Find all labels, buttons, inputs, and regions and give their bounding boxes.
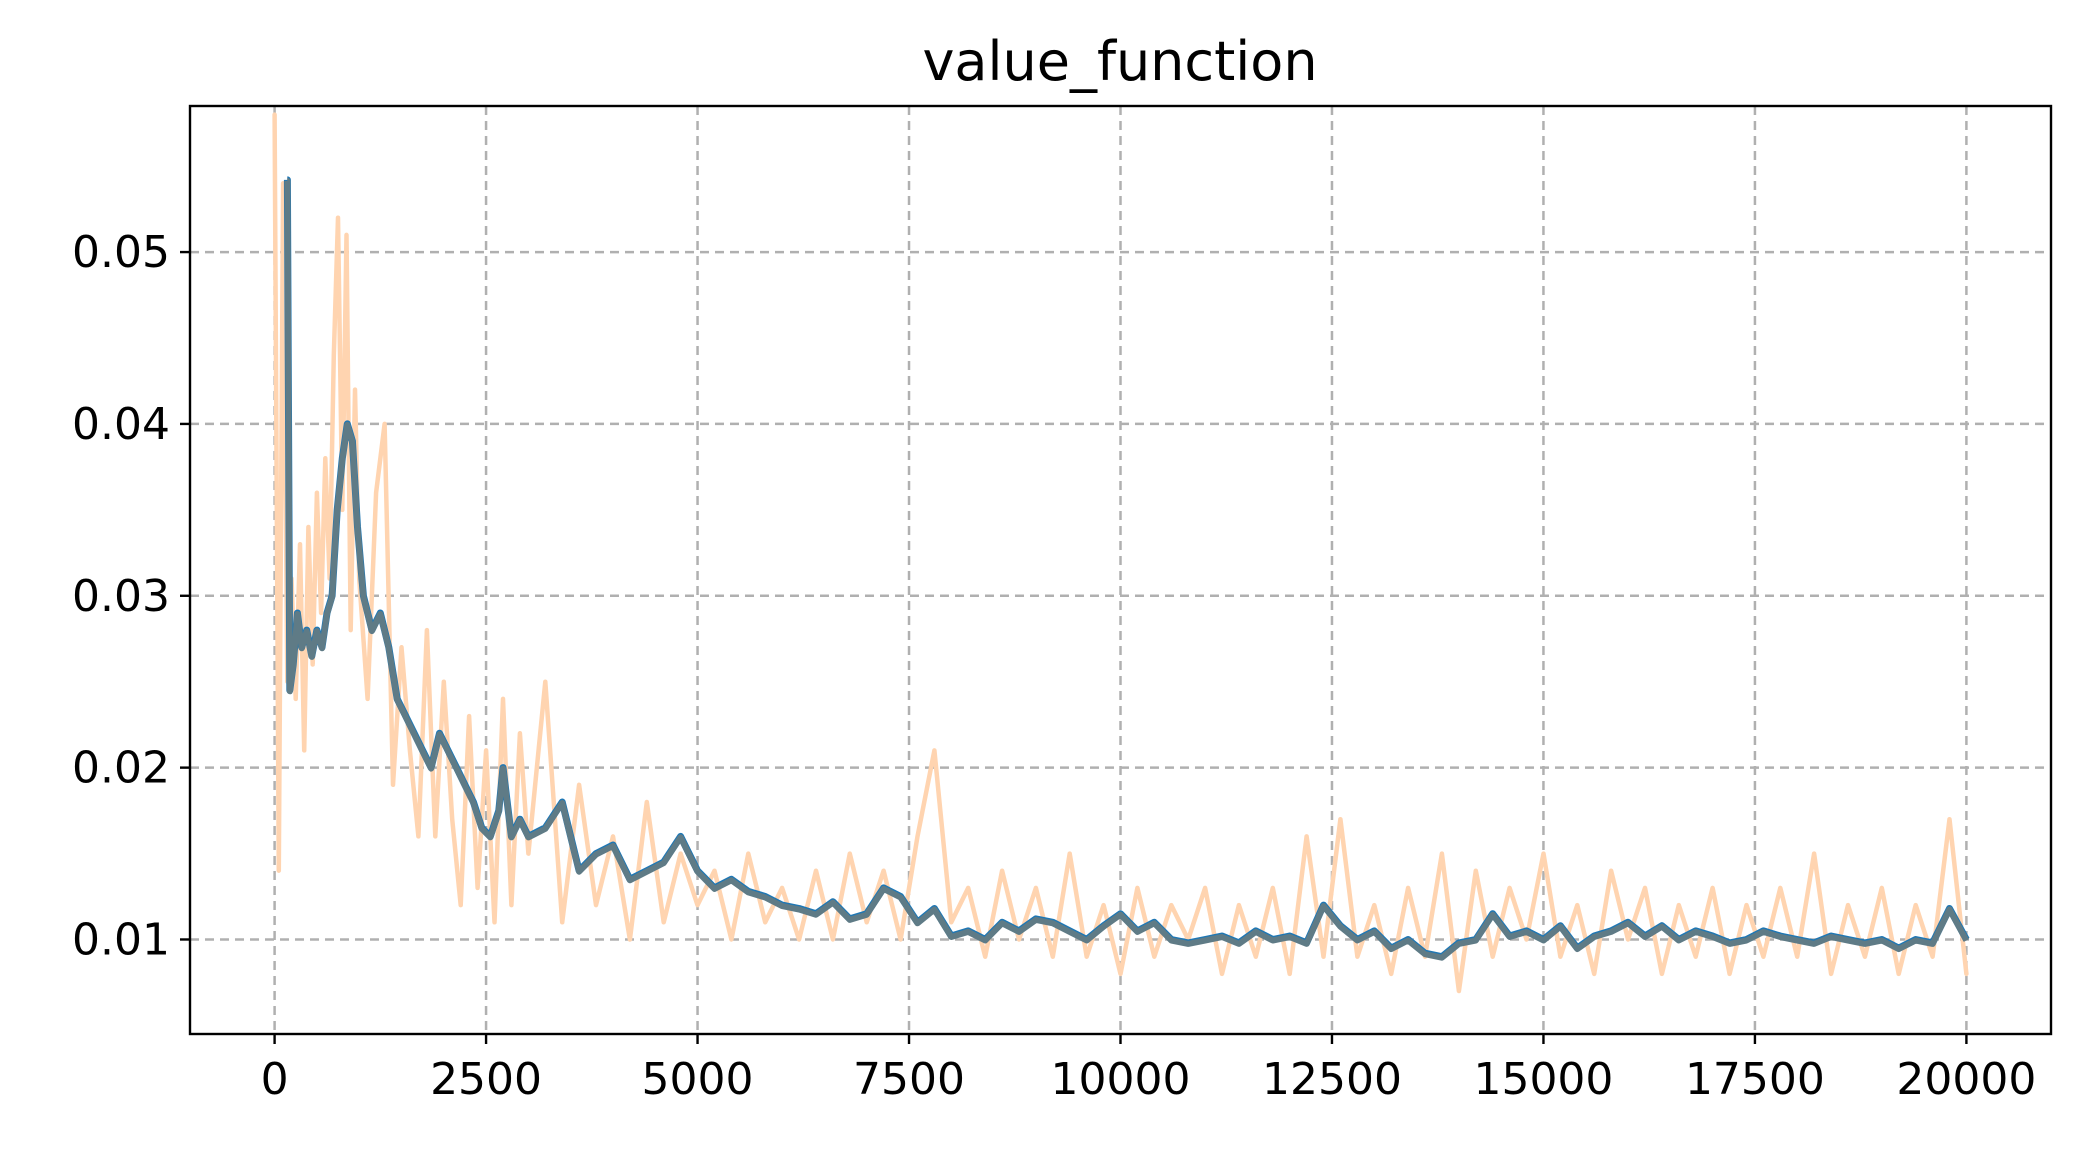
x-tick-label: 5000: [642, 1054, 754, 1105]
x-tick-label: 7500: [853, 1054, 965, 1105]
y-tick-label: 0.05: [72, 227, 170, 278]
y-tick-label: 0.01: [72, 914, 170, 965]
x-tick-label: 12500: [1262, 1054, 1402, 1105]
x-tick-label: 20000: [1896, 1054, 2036, 1105]
x-tick-label: 15000: [1473, 1054, 1613, 1105]
x-tick-label: 2500: [430, 1054, 542, 1105]
series-layer: [272, 112, 1970, 994]
y-tick-label: 0.04: [72, 399, 170, 450]
y-tick-label: 0.02: [72, 743, 170, 794]
x-tick-label: 0: [261, 1054, 289, 1105]
raw-series-line: [272, 112, 1969, 994]
smoothed-series-line-gray: [284, 177, 1970, 961]
chart-title: value_function: [922, 30, 1317, 93]
y-tick-label: 0.03: [72, 571, 170, 622]
tick-layer: 0 2500 5000 7500 10000 12500 15000 17500 20000 0.…: [72, 227, 2036, 1105]
smoothed-series-line-blue: [283, 176, 1970, 961]
grid-layer: [190, 106, 2051, 1034]
x-tick-label: 17500: [1685, 1054, 1825, 1105]
x-tick-label: 10000: [1051, 1054, 1191, 1105]
